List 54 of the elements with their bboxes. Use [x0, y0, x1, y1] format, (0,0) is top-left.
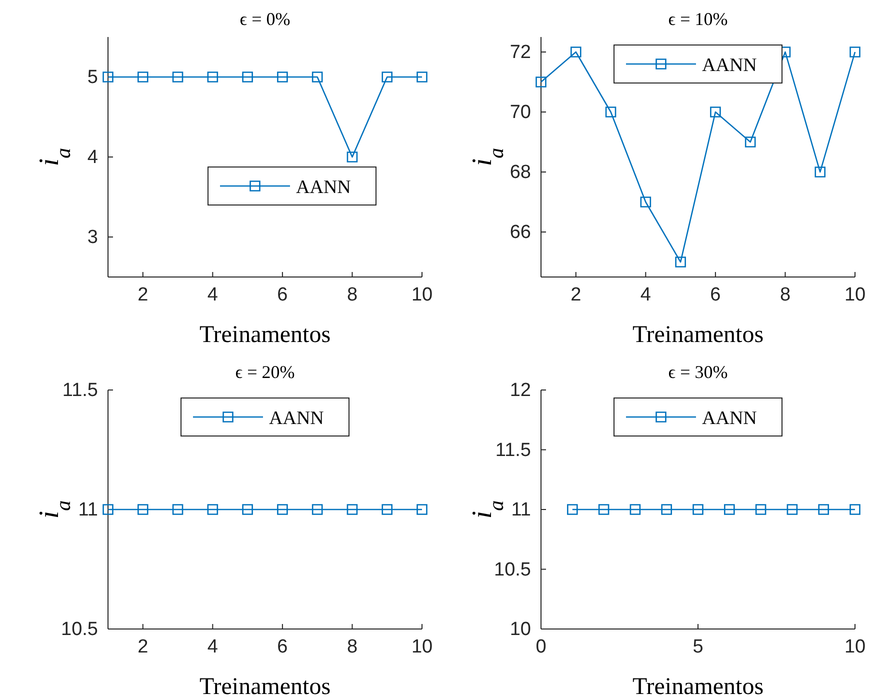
- y-tick-label: 11: [511, 500, 531, 521]
- legend-label: AANN: [702, 408, 758, 429]
- y-tick-label: 66: [510, 222, 531, 244]
- point: [570, 46, 582, 58]
- y-tick-label: 10: [510, 619, 531, 640]
- y-tick-label: 5: [87, 67, 98, 88]
- x-tick-label: 4: [640, 284, 652, 306]
- x-tick-label: 4: [207, 636, 218, 658]
- legend-label: AANN: [702, 55, 758, 76]
- x-tick-label: 6: [277, 284, 288, 306]
- x-axis-title: Treinamentos: [199, 674, 331, 699]
- point: [536, 76, 546, 88]
- chart-title: ϵ = 20%: [235, 362, 295, 382]
- y-tick-label: 70: [510, 102, 531, 124]
- point: [850, 46, 860, 58]
- y-tick-label: 11: [78, 500, 98, 521]
- y-tick-label: 3: [87, 227, 98, 248]
- y-tick-label: 11.5: [495, 440, 531, 461]
- x-axis-title: Treinamentos: [632, 322, 764, 348]
- x-tick-label: 4: [207, 284, 218, 306]
- point: [605, 106, 616, 118]
- x-tick-label: 8: [780, 284, 791, 306]
- x-tick-label: 0: [536, 636, 546, 658]
- x-tick-label: 2: [138, 284, 148, 306]
- x-tick-label: 6: [277, 636, 288, 658]
- x-tick-label: 6: [710, 284, 721, 306]
- chart-title: ϵ = 10%: [668, 9, 728, 29]
- y-tick-label: 68: [510, 162, 531, 184]
- chart-title: ϵ = 0%: [240, 9, 290, 29]
- x-tick-label: 10: [844, 284, 866, 306]
- y-tick-label: 4: [87, 147, 98, 168]
- point: [814, 166, 826, 178]
- x-tick-label: 10: [411, 636, 433, 658]
- legend-label: AANN: [269, 408, 324, 429]
- x-tick-label: 8: [346, 284, 358, 306]
- y-tick-label: 11.5: [62, 380, 98, 402]
- x-tick-label: 2: [570, 284, 582, 306]
- x-tick-label: 5: [692, 636, 704, 658]
- point: [710, 106, 721, 118]
- x-tick-label: 10: [844, 636, 866, 658]
- x-tick-label: 2: [138, 636, 148, 658]
- x-tick-label: 8: [346, 636, 358, 658]
- y-tick-label: 72: [510, 42, 531, 64]
- x-axis-title: Treinamentos: [632, 674, 764, 699]
- y-tick-label: 12: [510, 380, 531, 402]
- y-tick-label: 10.5: [61, 619, 98, 640]
- chart-title: ϵ = 30%: [668, 362, 728, 382]
- point: [744, 136, 756, 148]
- point: [675, 256, 686, 268]
- x-axis-title: Treinamentos: [199, 322, 331, 348]
- y-tick-label: 10.5: [494, 559, 531, 580]
- x-tick-label: 10: [411, 284, 433, 306]
- legend-label: AANN: [296, 177, 352, 198]
- point: [640, 196, 652, 208]
